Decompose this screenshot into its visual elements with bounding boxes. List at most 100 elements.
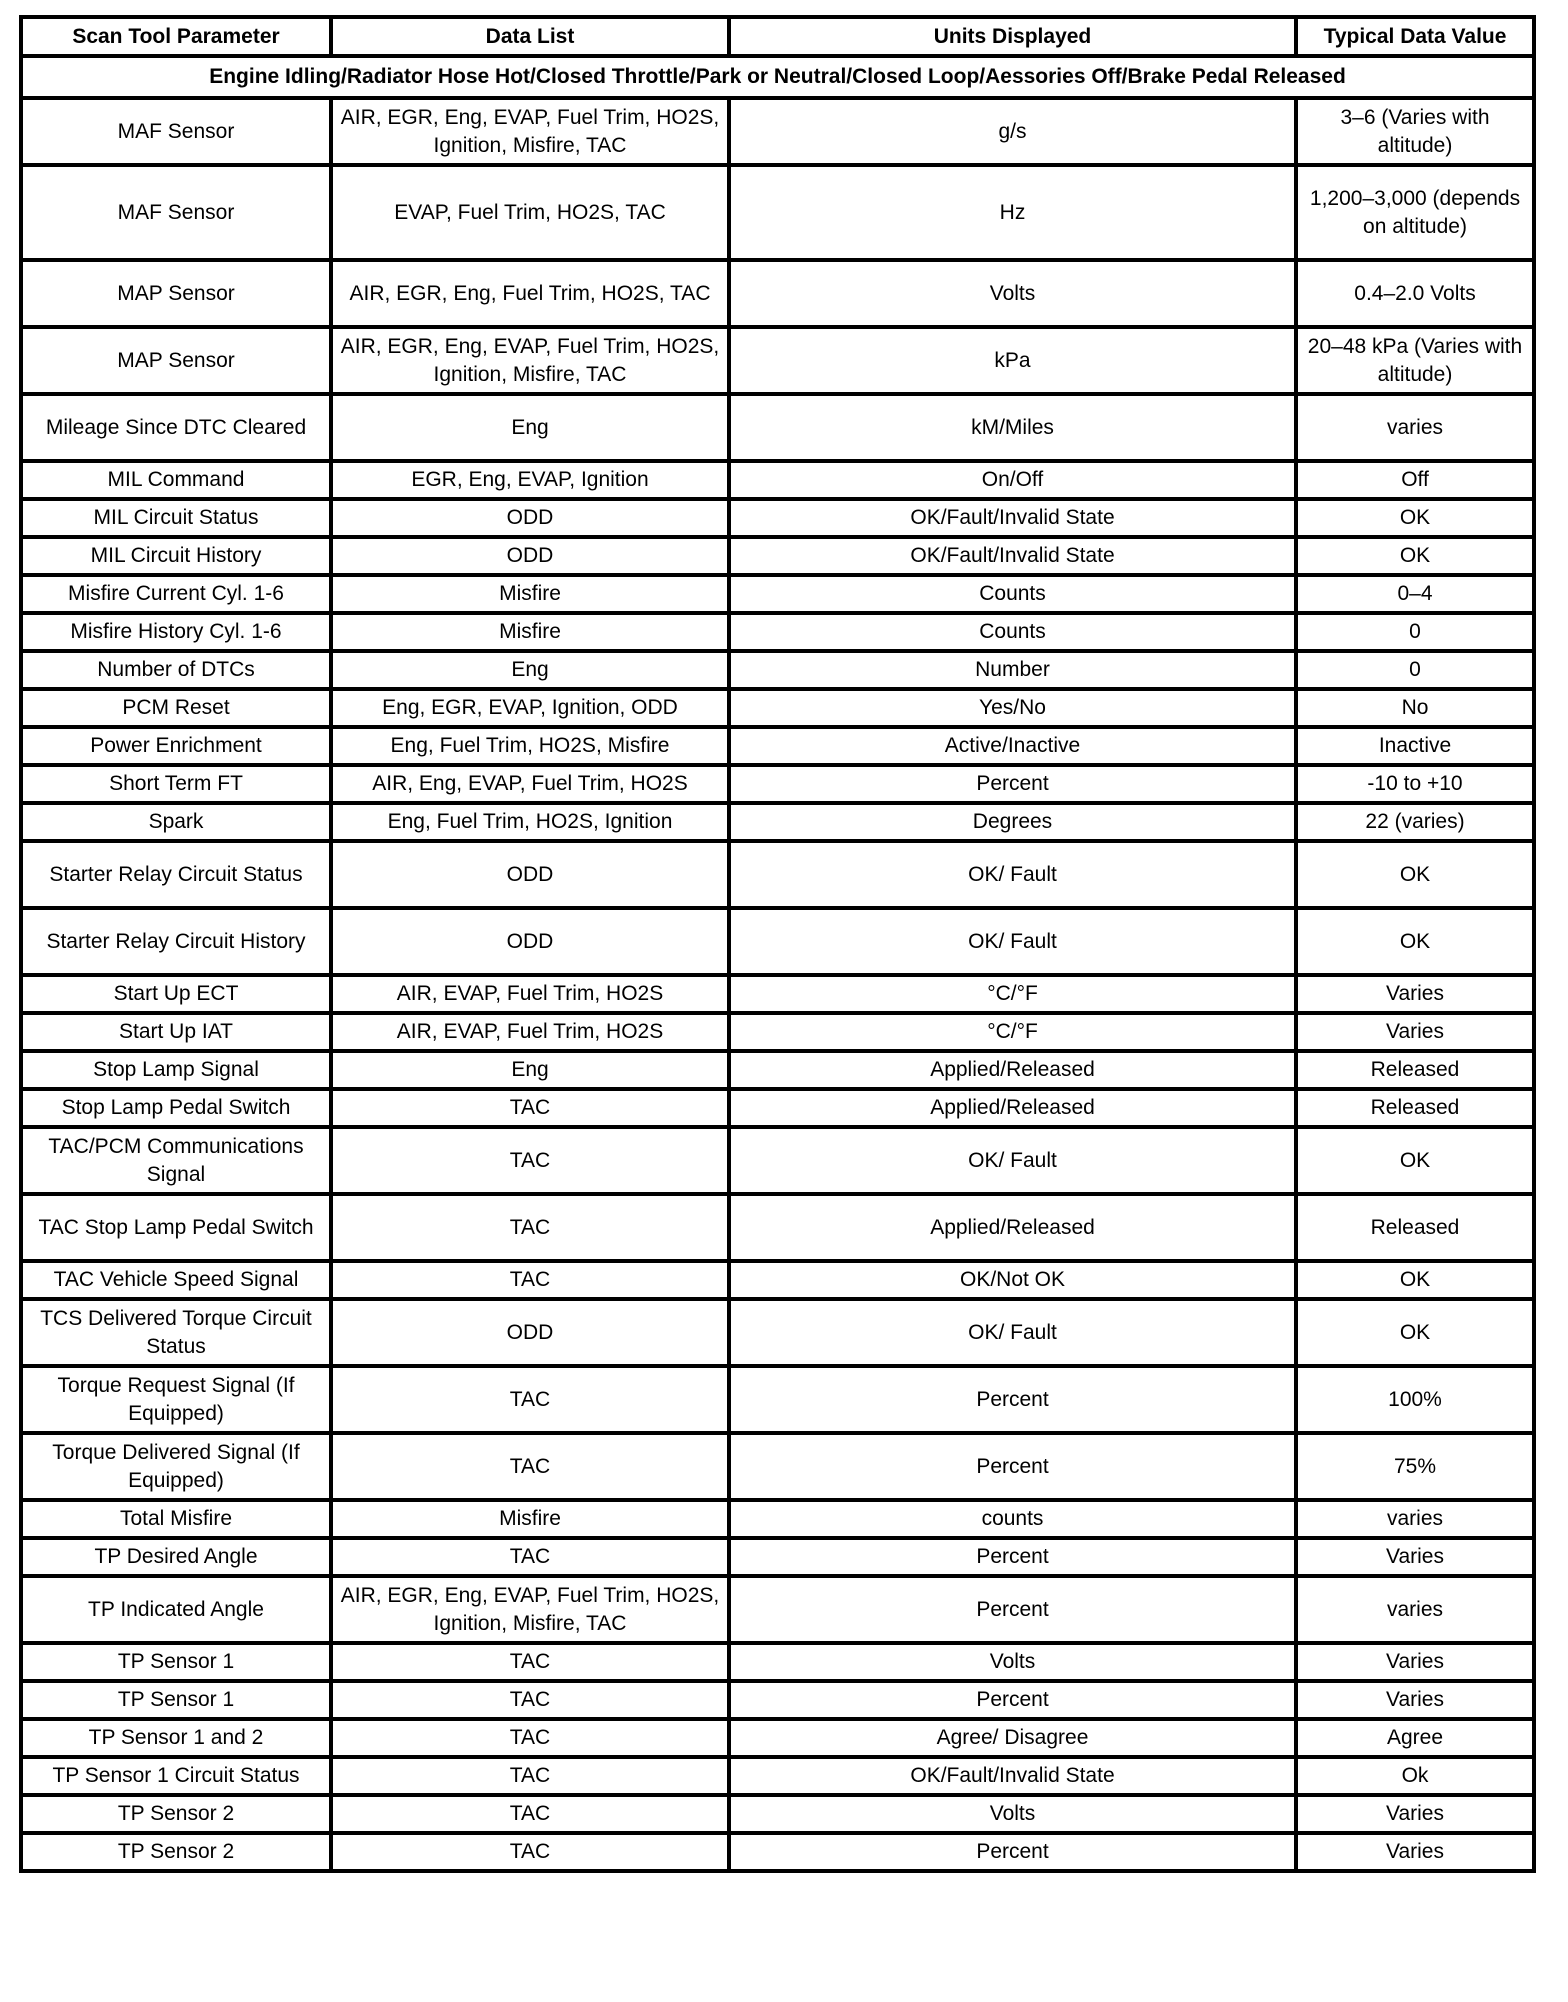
parameter-cell: TAC Vehicle Speed Signal: [19, 1259, 333, 1301]
units-cell: Counts: [727, 611, 1298, 653]
typical-value-cell: Ok: [1294, 1755, 1536, 1797]
table-row: TP Desired Angle TAC Percent Varies: [19, 1536, 1536, 1578]
data-list-cell: ODD: [329, 1297, 731, 1368]
typical-value-cell: 0: [1294, 611, 1536, 653]
parameter-cell: Total Misfire: [19, 1498, 333, 1540]
data-list-cell: Eng, Fuel Trim, HO2S, Ignition: [329, 801, 731, 843]
typical-value-cell: OK: [1294, 1259, 1536, 1301]
data-list-cell: TAC: [329, 1125, 731, 1196]
parameter-cell: TP Sensor 1: [19, 1679, 333, 1721]
parameter-cell: Torque Request Signal (If Equipped): [19, 1364, 333, 1435]
units-cell: Percent: [727, 763, 1298, 805]
typical-value-cell: OK: [1294, 535, 1536, 577]
table-row: Number of DTCs Eng Number 0: [19, 649, 1536, 691]
parameter-cell: TAC/PCM Communications Signal: [19, 1125, 333, 1196]
typical-value-cell: 100%: [1294, 1364, 1536, 1435]
parameter-cell: TP Indicated Angle: [19, 1574, 333, 1645]
header-parameter: Scan Tool Parameter: [19, 15, 333, 58]
typical-value-cell: Agree: [1294, 1717, 1536, 1759]
table-row: MIL Circuit Status ODD OK/Fault/Invalid St…: [19, 497, 1536, 539]
parameter-cell: Starter Relay Circuit Status: [19, 839, 333, 910]
table-row: MAP Sensor AIR, EGR, Eng, Fuel Trim, HO2S…: [19, 258, 1536, 329]
units-cell: Counts: [727, 573, 1298, 615]
data-list-cell: Misfire: [329, 1498, 731, 1540]
header-typical-value: Typical Data Value: [1294, 15, 1536, 58]
typical-value-cell: -10 to +10: [1294, 763, 1536, 805]
data-list-cell: AIR, EGR, Eng, Fuel Trim, HO2S, TAC: [329, 258, 731, 329]
parameter-cell: Torque Delivered Signal (If Equipped): [19, 1431, 333, 1502]
units-cell: Volts: [727, 1793, 1298, 1835]
data-list-cell: AIR, EGR, Eng, EVAP, Fuel Trim, HO2S, Ig…: [329, 325, 731, 396]
data-list-cell: AIR, EGR, Eng, EVAP, Fuel Trim, HO2S, Ig…: [329, 1574, 731, 1645]
typical-value-cell: OK: [1294, 1297, 1536, 1368]
data-list-cell: TAC: [329, 1717, 731, 1759]
typical-value-cell: Varies: [1294, 1011, 1536, 1053]
units-cell: On/Off: [727, 459, 1298, 501]
table-row: MIL Command EGR, Eng, EVAP, Ignition On/Of…: [19, 459, 1536, 501]
table-row: Torque Request Signal (If Equipped) TAC Pe…: [19, 1364, 1536, 1435]
table-row: Stop Lamp Pedal Switch TAC Applied/Release…: [19, 1087, 1536, 1129]
units-cell: Percent: [727, 1364, 1298, 1435]
parameter-cell: TP Sensor 2: [19, 1793, 333, 1835]
units-cell: Active/Inactive: [727, 725, 1298, 767]
parameter-cell: TP Sensor 2: [19, 1831, 333, 1873]
data-list-cell: ODD: [329, 535, 731, 577]
units-cell: Hz: [727, 163, 1298, 262]
parameter-cell: MIL Command: [19, 459, 333, 501]
units-cell: Percent: [727, 1574, 1298, 1645]
table-row: TP Indicated Angle AIR, EGR, Eng, EVAP, F…: [19, 1574, 1536, 1645]
units-cell: °C/°F: [727, 973, 1298, 1015]
typical-value-cell: OK: [1294, 1125, 1536, 1196]
parameter-cell: Starter Relay Circuit History: [19, 906, 333, 977]
data-list-cell: TAC: [329, 1793, 731, 1835]
table-row: MAF Sensor EVAP, Fuel Trim, HO2S, TAC Hz 1,…: [19, 163, 1536, 262]
typical-value-cell: 22 (varies): [1294, 801, 1536, 843]
table-row: Starter Relay Circuit Status ODD OK/ Fault…: [19, 839, 1536, 910]
typical-value-cell: Off: [1294, 459, 1536, 501]
typical-value-cell: Released: [1294, 1192, 1536, 1263]
units-cell: Degrees: [727, 801, 1298, 843]
typical-value-cell: OK: [1294, 839, 1536, 910]
table-row: MIL Circuit History ODD OK/Fault/Invalid S…: [19, 535, 1536, 577]
data-list-cell: Misfire: [329, 611, 731, 653]
table-row: TP Sensor 1 TAC Percent Varies: [19, 1679, 1536, 1721]
table-row: Total Misfire Misfire counts varies: [19, 1498, 1536, 1540]
table-row: Spark Eng, Fuel Trim, HO2S, Ignition Degre…: [19, 801, 1536, 843]
parameter-cell: Short Term FT: [19, 763, 333, 805]
units-cell: OK/Fault/Invalid State: [727, 535, 1298, 577]
operating-conditions: Engine Idling/Radiator Hose Hot/Closed T…: [19, 54, 1536, 100]
units-cell: Agree/ Disagree: [727, 1717, 1298, 1759]
units-cell: kM/Miles: [727, 392, 1298, 463]
data-list-cell: Misfire: [329, 573, 731, 615]
data-list-cell: TAC: [329, 1755, 731, 1797]
condition-row: Engine Idling/Radiator Hose Hot/Closed T…: [19, 54, 1536, 100]
parameter-cell: TP Sensor 1: [19, 1641, 333, 1683]
typical-value-cell: Varies: [1294, 1641, 1536, 1683]
units-cell: kPa: [727, 325, 1298, 396]
data-list-cell: TAC: [329, 1192, 731, 1263]
typical-value-cell: 0: [1294, 649, 1536, 691]
parameter-cell: Stop Lamp Pedal Switch: [19, 1087, 333, 1129]
typical-value-cell: No: [1294, 687, 1536, 729]
table-row: TAC Vehicle Speed Signal TAC OK/Not OK OK: [19, 1259, 1536, 1301]
table-row: TP Sensor 1 and 2 TAC Agree/ Disagree Agree: [19, 1717, 1536, 1759]
table-row: Stop Lamp Signal Eng Applied/Released Relea…: [19, 1049, 1536, 1091]
data-list-cell: TAC: [329, 1364, 731, 1435]
data-list-cell: AIR, EVAP, Fuel Trim, HO2S: [329, 1011, 731, 1053]
parameter-cell: Misfire History Cyl. 1-6: [19, 611, 333, 653]
parameter-cell: TCS Delivered Torque Circuit Status: [19, 1297, 333, 1368]
data-list-cell: TAC: [329, 1641, 731, 1683]
parameter-cell: Start Up ECT: [19, 973, 333, 1015]
data-list-cell: Eng: [329, 649, 731, 691]
units-cell: OK/ Fault: [727, 839, 1298, 910]
data-list-cell: ODD: [329, 906, 731, 977]
typical-value-cell: Released: [1294, 1049, 1536, 1091]
typical-value-cell: Varies: [1294, 1793, 1536, 1835]
typical-value-cell: varies: [1294, 1574, 1536, 1645]
typical-value-cell: 20–48 kPa (Varies with altitude): [1294, 325, 1536, 396]
typical-value-cell: 75%: [1294, 1431, 1536, 1502]
units-cell: Applied/Released: [727, 1049, 1298, 1091]
units-cell: OK/ Fault: [727, 906, 1298, 977]
typical-value-cell: Varies: [1294, 1831, 1536, 1873]
data-list-cell: EVAP, Fuel Trim, HO2S, TAC: [329, 163, 731, 262]
